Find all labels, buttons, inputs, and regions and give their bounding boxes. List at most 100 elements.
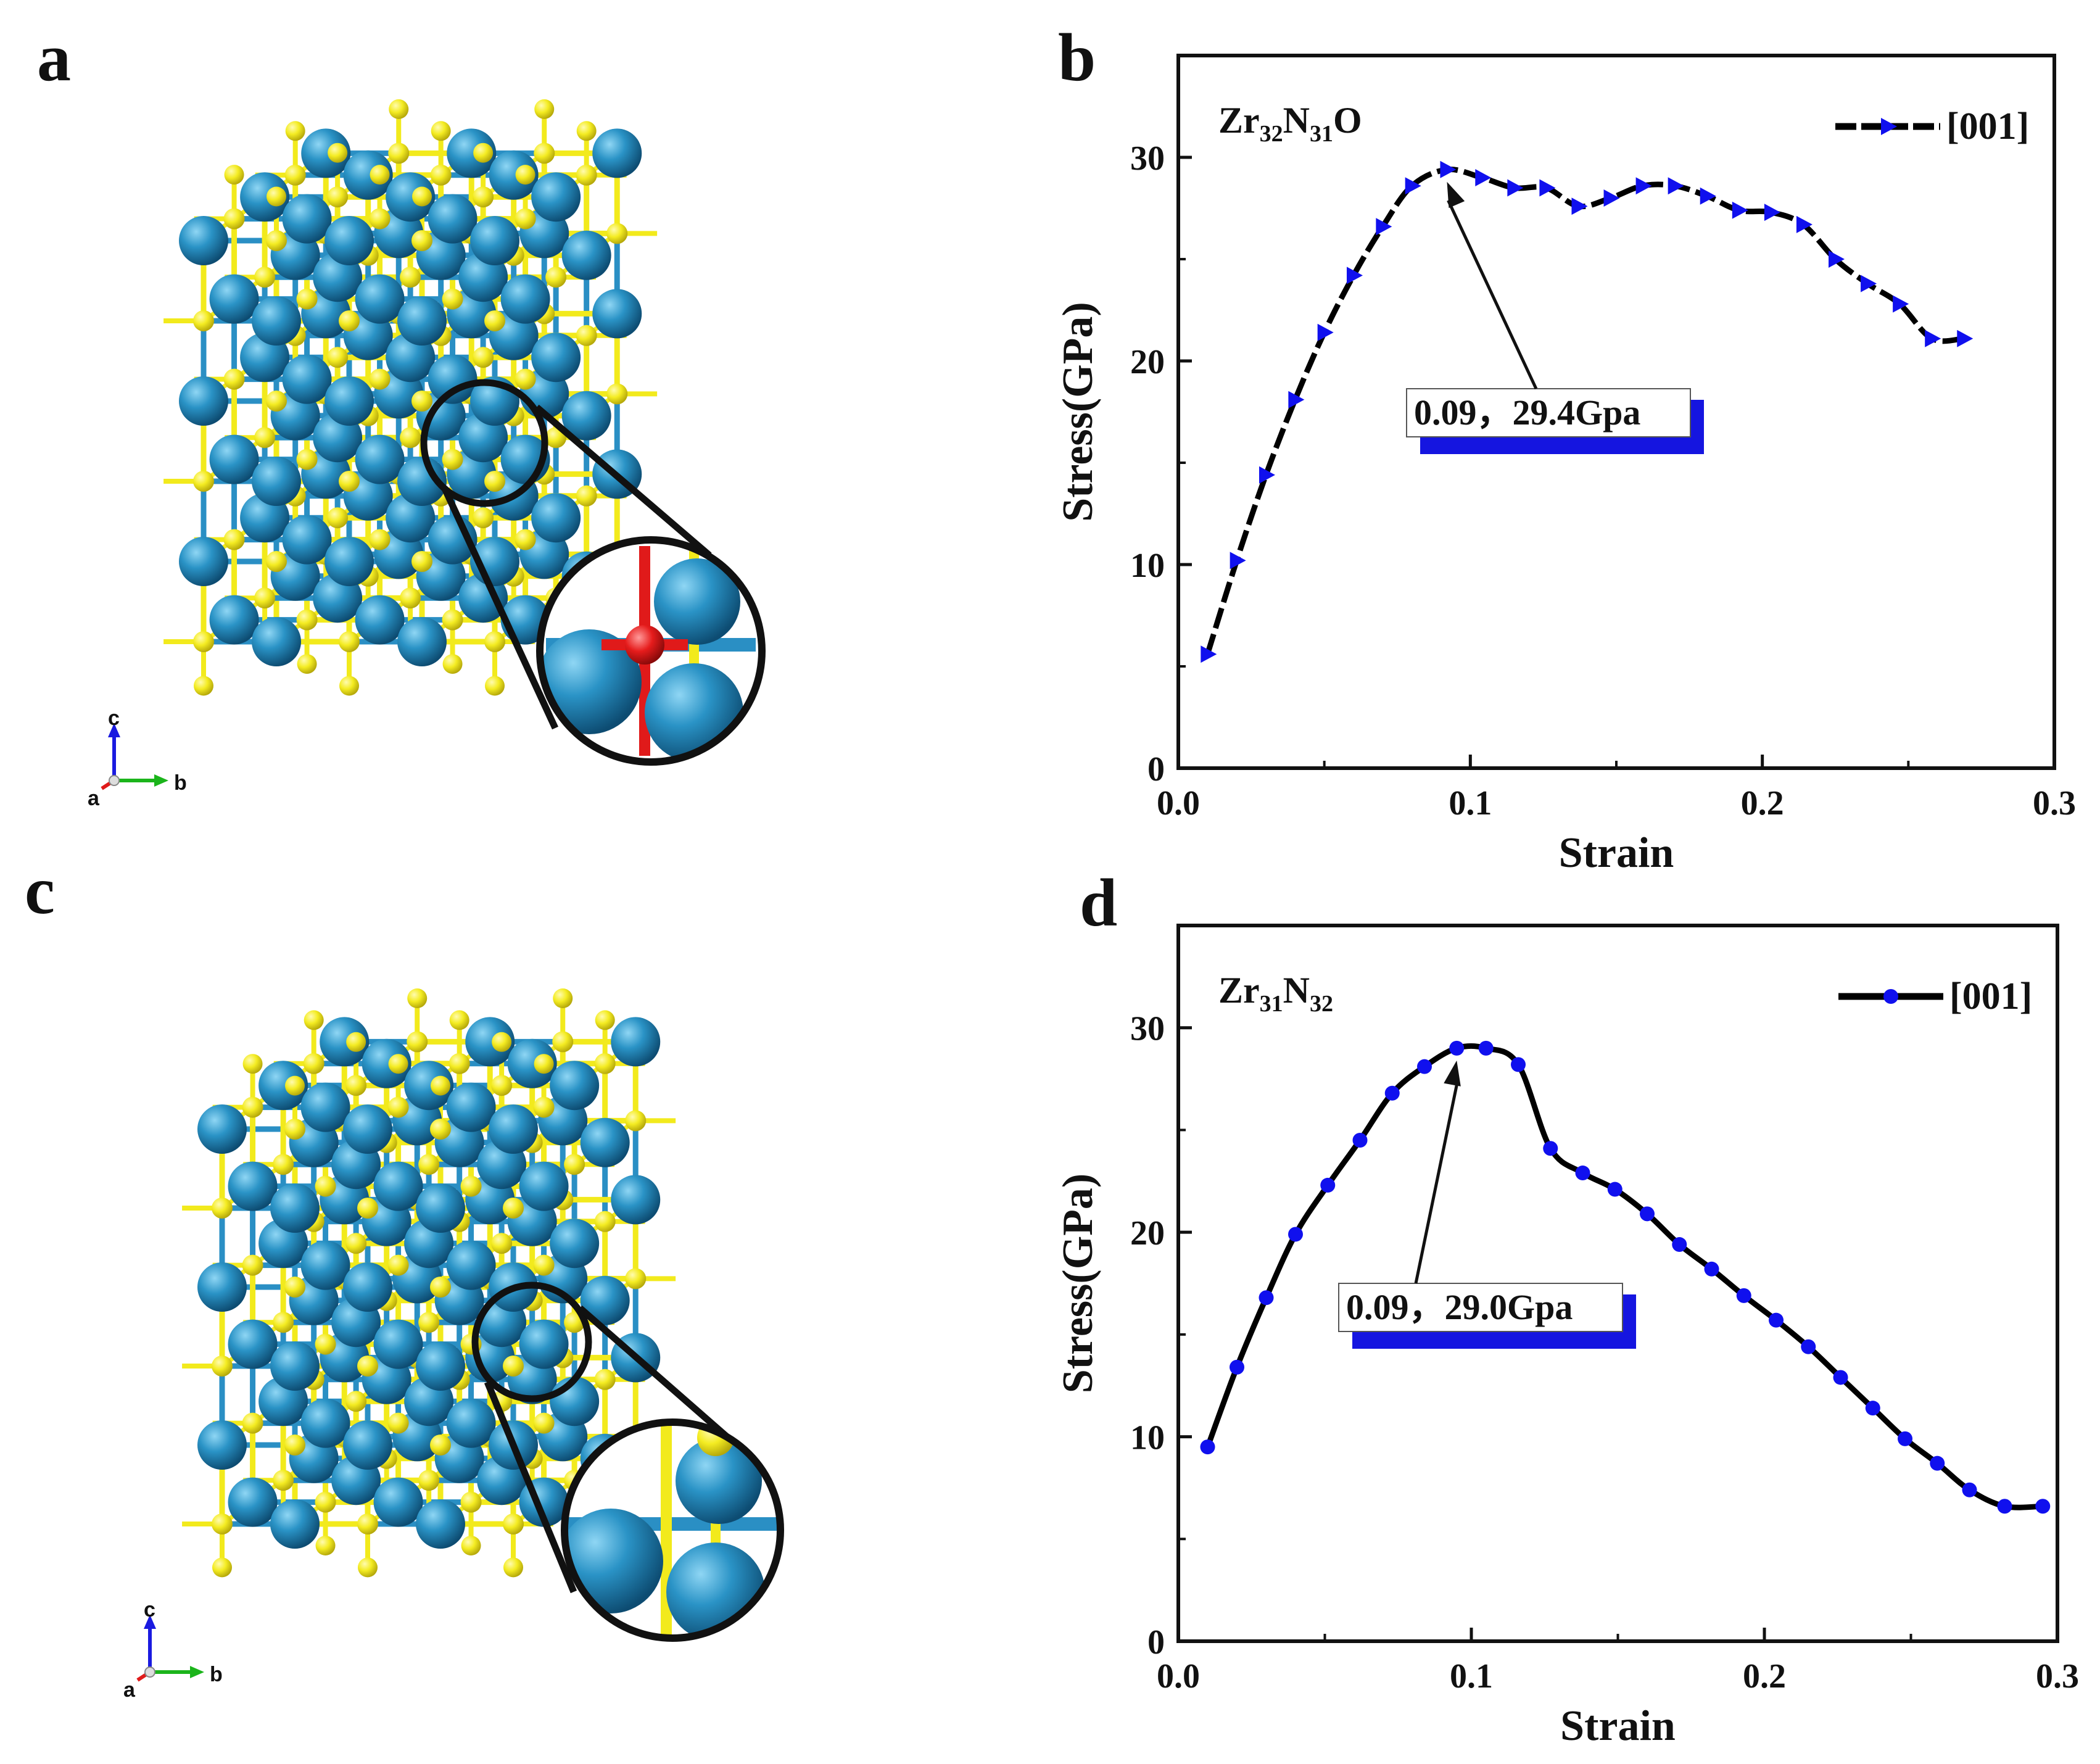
n-atom: [534, 1054, 554, 1074]
zr-atom: [300, 1240, 350, 1290]
series-line: [1205, 1043, 2043, 1510]
n-atom: [315, 1491, 336, 1513]
zr-atom: [252, 296, 301, 346]
zr-atom: [397, 617, 447, 666]
zr-atom: [404, 1061, 454, 1111]
zr-atom: [209, 434, 259, 484]
data-point: [1230, 552, 1246, 569]
zr-atom: [550, 1219, 600, 1269]
n-atom: [223, 368, 245, 390]
n-atom: [407, 988, 428, 1008]
zr-atom: [561, 230, 611, 280]
panel-letter-d: d: [1080, 865, 1117, 940]
n-atom: [194, 676, 213, 696]
n-atom: [491, 1075, 513, 1096]
y-tick-label: 0: [1147, 750, 1165, 789]
legend-marker: [1883, 989, 1898, 1004]
n-atom: [327, 507, 349, 529]
data-point: [1575, 1166, 1590, 1181]
panel-letter-c: c: [25, 853, 55, 928]
chart-d: 0.0 0.1 0.2 0.3 0 10 20 30 Strain Stress(GPa) Zr31…: [1054, 924, 2079, 1750]
magnifier: [420, 379, 766, 766]
zr-atom: [320, 1017, 370, 1067]
n-atom: [594, 1053, 616, 1074]
n-atom: [254, 267, 276, 288]
annotation-label: 0.09，29.0Gpa: [1346, 1287, 1573, 1327]
n-atom: [545, 267, 567, 288]
annotation-box: [1338, 1283, 1623, 1332]
magnifier-zoom: [540, 540, 762, 762]
magnifier-connector: [534, 404, 712, 558]
x-tick-label: 0.2: [1741, 784, 1784, 822]
zr-atom: [362, 1038, 411, 1088]
panel-letter-a: a: [37, 20, 71, 95]
n-atom: [449, 1010, 469, 1030]
data-point: [1732, 201, 1748, 219]
n-atom: [411, 391, 432, 412]
n-atom: [212, 1513, 233, 1534]
zr-atom: [531, 333, 581, 383]
data-point: [2035, 1499, 2051, 1514]
n-atom: [212, 1356, 233, 1377]
data-point: [1475, 169, 1492, 186]
n-atom: [284, 1119, 305, 1140]
data-point: [1259, 1290, 1274, 1306]
axis-triad-a: c a b: [88, 706, 187, 810]
n-atom: [284, 164, 306, 186]
n-atom: [273, 1154, 294, 1175]
n-atom: [369, 368, 391, 390]
magnifier-connector: [577, 1305, 730, 1441]
n-atom: [492, 1032, 512, 1052]
data-point: [1507, 179, 1524, 197]
zr-atom: [209, 274, 259, 324]
zr-atom: [209, 595, 259, 645]
data-point: [1672, 1237, 1687, 1253]
data-point: [1736, 1288, 1751, 1303]
axis-label-a: a: [123, 1678, 136, 1702]
n-atom: [223, 208, 245, 230]
zr-atom: [355, 595, 405, 645]
data-point: [1603, 189, 1620, 207]
x-tick-label: 0.0: [1157, 784, 1200, 822]
zr-atom: [373, 1319, 423, 1369]
n-atom: [594, 1211, 616, 1232]
zr-atom: [470, 216, 519, 265]
n-atom: [412, 186, 432, 207]
zr-atom: [386, 172, 436, 222]
zr-atom: [611, 1175, 661, 1225]
n-atom: [345, 1391, 367, 1412]
data-point: [1320, 1177, 1336, 1193]
zr-atom: [592, 128, 642, 178]
y-tick-label: 10: [1130, 547, 1165, 585]
data-point: [1607, 1182, 1623, 1197]
data-point: [1539, 179, 1556, 197]
zr-atom: [228, 1319, 278, 1369]
n-atom: [304, 1010, 324, 1030]
n-atom: [328, 143, 348, 163]
data-point: [1417, 1059, 1432, 1074]
legend-marker: [1881, 118, 1897, 135]
zr-atom: [564, 1509, 663, 1613]
n-atom: [327, 347, 349, 368]
zr-atom: [179, 216, 228, 265]
zr-atom: [282, 515, 332, 565]
data-point: [1288, 1227, 1303, 1242]
n-atom: [193, 631, 214, 652]
zr-atom: [611, 1017, 661, 1067]
n-atom: [296, 288, 318, 310]
zr-atom: [676, 1438, 762, 1524]
crystal-structure-c: [182, 988, 784, 1642]
zr-atom: [270, 1499, 320, 1549]
zr-atom: [580, 1117, 630, 1167]
axis-triad-c: c a b: [123, 1598, 223, 1702]
n-atom: [503, 1557, 523, 1578]
x-axis-title: Strain: [1560, 1702, 1676, 1750]
n-atom: [212, 1198, 233, 1219]
y-tick-label: 20: [1130, 1214, 1165, 1253]
zr-atom: [325, 376, 374, 426]
n-atom: [503, 1198, 524, 1219]
zr-atom: [228, 1477, 278, 1527]
zr-atom: [282, 354, 332, 404]
zr-atom: [416, 1499, 465, 1549]
y-tick-label: 30: [1130, 139, 1165, 178]
